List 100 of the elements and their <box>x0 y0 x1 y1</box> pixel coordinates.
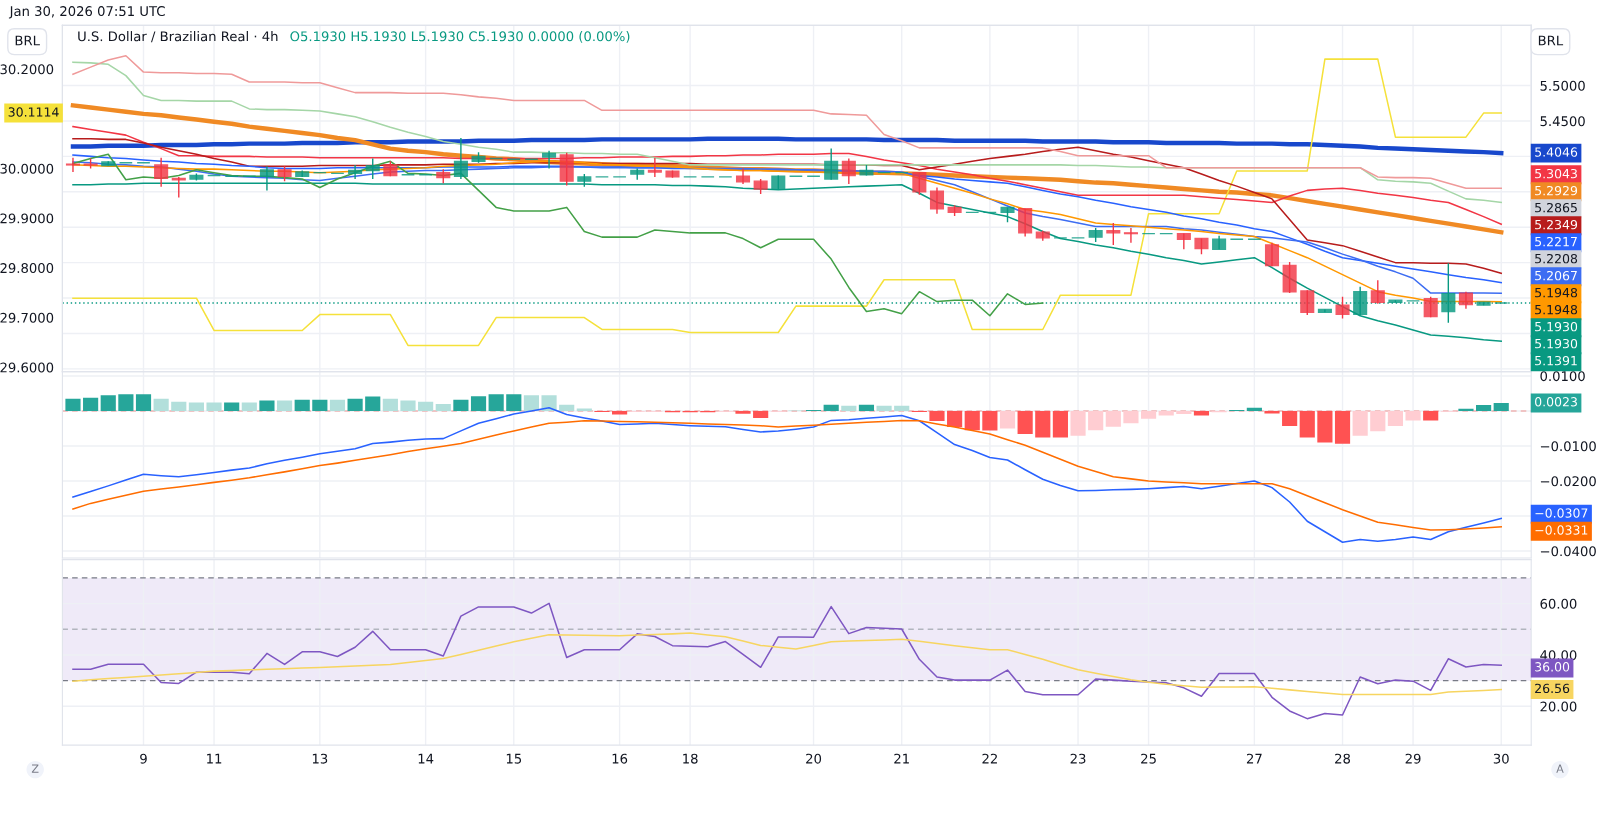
bar <box>1176 410 1192 415</box>
text: 26.56 <box>1535 683 1570 694</box>
text: 5.2217 <box>1535 236 1577 247</box>
x-tick-label: 18 <box>683 753 698 764</box>
text: 5.1930 <box>1535 338 1578 349</box>
text: Z <box>31 764 39 773</box>
candlestick <box>365 157 380 180</box>
bar <box>153 398 169 411</box>
y-tick-label: 5.5000 <box>1540 80 1585 91</box>
x-tick-label: 28 <box>1335 753 1351 764</box>
bar <box>100 395 116 411</box>
x-tick-label: 30 <box>1493 753 1509 764</box>
y-tick-label: −0.0400 <box>1540 546 1596 557</box>
bar <box>1423 410 1439 421</box>
y-tick-label: −0.0200 <box>1540 476 1596 487</box>
bar <box>206 402 222 411</box>
bar <box>329 399 346 411</box>
x-tick-label: 16 <box>612 753 628 764</box>
line-series <box>72 125 1502 225</box>
text: −0.0331 <box>1535 525 1588 535</box>
y2-tick-label: 29.9000 <box>0 213 54 224</box>
bar <box>523 395 540 411</box>
bar <box>488 394 504 411</box>
candlestick <box>1300 289 1315 316</box>
bar <box>453 399 469 411</box>
bar <box>559 404 575 411</box>
bar <box>382 398 398 411</box>
bar <box>470 396 487 411</box>
bar <box>135 394 152 411</box>
text: 5.1948 <box>1535 287 1578 298</box>
bar <box>1282 410 1298 427</box>
candlestick <box>1370 279 1385 305</box>
bar <box>1052 410 1068 438</box>
bar <box>858 404 875 411</box>
candlestick <box>1441 262 1456 324</box>
bar <box>1105 410 1121 427</box>
candlestick <box>1317 308 1332 313</box>
y-axis-title: BRL <box>1538 35 1564 46</box>
text: 5.2865 <box>1535 202 1577 213</box>
text: 5.2067 <box>1535 270 1577 281</box>
x-tick-label: 9 <box>140 753 147 764</box>
bar <box>1387 410 1404 427</box>
bar <box>753 410 769 418</box>
bar <box>894 405 910 411</box>
bar <box>1017 410 1033 435</box>
bar <box>294 399 310 411</box>
line-series <box>70 136 1504 156</box>
text: 5.4046 <box>1535 147 1578 157</box>
bar <box>241 402 257 411</box>
x-tick-label: 15 <box>506 753 522 764</box>
candlestick <box>559 152 574 187</box>
y2-tick-label: 30.0000 <box>0 163 54 174</box>
line-series <box>72 58 1502 347</box>
chart-title: U.S. Dollar / Brazilian Real · 4h <box>78 31 278 43</box>
candlestick <box>1282 261 1297 294</box>
bar <box>841 405 857 411</box>
bar <box>347 398 363 411</box>
text: 36.00 <box>1535 662 1570 672</box>
bar <box>1193 410 1210 416</box>
x-tick-label: 13 <box>312 753 328 764</box>
bar <box>506 394 522 411</box>
x-tick-label: 27 <box>1246 753 1262 764</box>
text: 0.0023 <box>1535 397 1577 407</box>
text: 5.1948 <box>1535 304 1578 315</box>
y2-tick-label: 30.2000 <box>0 64 54 75</box>
text: −0.0307 <box>1535 508 1588 518</box>
bar <box>65 398 81 411</box>
y-tick-label: 40.00 <box>1540 650 1577 661</box>
bar <box>1158 410 1174 416</box>
text: 5.2208 <box>1535 253 1578 264</box>
text: 5.1930 <box>1535 321 1578 332</box>
text: 30.1114 <box>8 107 59 117</box>
x-tick-label: 11 <box>207 753 222 764</box>
y-tick-label: 0.0100 <box>1540 371 1585 382</box>
bar <box>188 402 204 411</box>
candlestick <box>647 157 662 178</box>
bar <box>171 401 187 411</box>
bar <box>1458 408 1474 411</box>
bar <box>1493 402 1509 411</box>
candlestick <box>65 157 81 173</box>
y-tick-label: 20.00 <box>1540 701 1577 712</box>
x-tick-label: 14 <box>418 753 434 764</box>
bar <box>83 397 99 411</box>
line-series <box>72 137 1502 275</box>
text: A <box>1556 764 1564 773</box>
bar <box>982 410 998 431</box>
bar <box>312 399 328 411</box>
bar <box>1352 410 1368 436</box>
x-tick-label: 29 <box>1405 753 1421 764</box>
text: 5.2929 <box>1535 185 1578 196</box>
x-tick-label: 20 <box>806 753 822 764</box>
candlestick <box>912 171 927 196</box>
x-tick-label: 23 <box>1070 753 1086 764</box>
bar <box>259 400 275 411</box>
bar <box>1035 410 1051 438</box>
bar <box>1088 410 1104 431</box>
bar <box>435 403 451 411</box>
y2-axis-title: BRL <box>15 35 40 46</box>
bar <box>365 396 381 411</box>
bar <box>1334 410 1351 444</box>
